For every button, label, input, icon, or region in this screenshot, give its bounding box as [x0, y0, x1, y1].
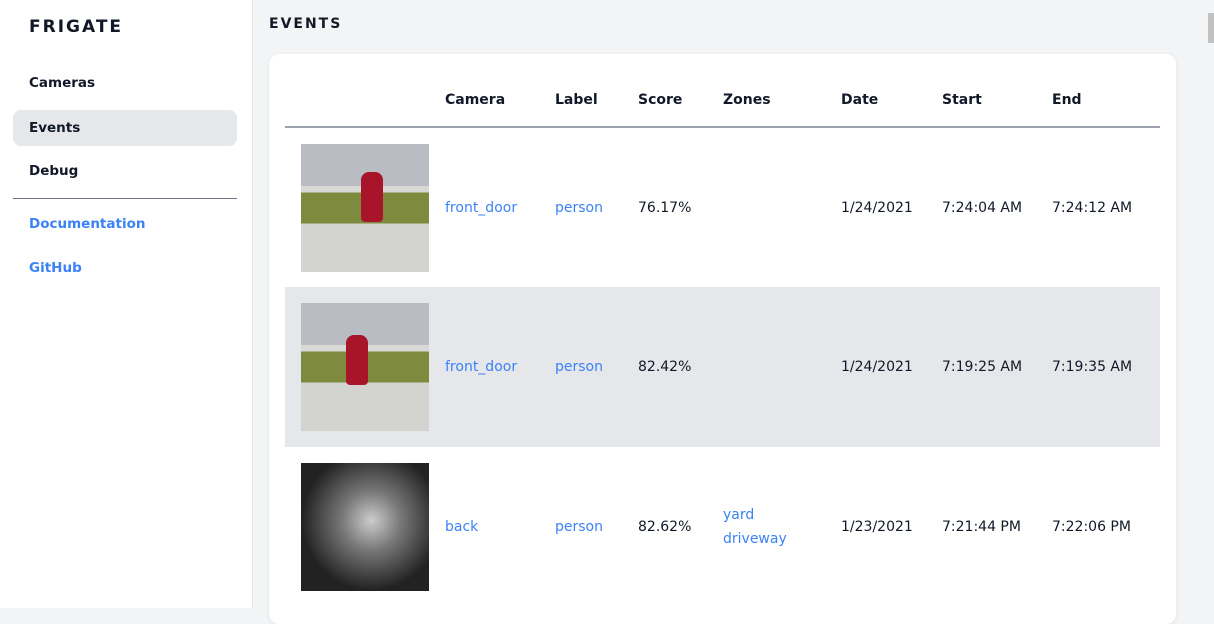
- end-time: 7:19:35 AM: [1052, 287, 1160, 447]
- sidebar: FRIGATE Cameras Events Debug Documentati…: [0, 0, 253, 608]
- table-row[interactable]: front_door person 76.17% 1/24/2021 7:24:…: [285, 127, 1160, 287]
- link-github[interactable]: GitHub: [29, 260, 82, 276]
- zone-link[interactable]: driveway: [723, 531, 787, 547]
- header-thumbnail: [285, 74, 445, 128]
- start-time: 7:21:44 PM: [942, 519, 1021, 535]
- scrollbar[interactable]: [1207, 0, 1214, 608]
- header-start: Start: [942, 74, 1052, 128]
- table-row[interactable]: front_door person 82.42% 1/24/2021 7:19:…: [285, 287, 1160, 447]
- end-time: 7:22:06 PM: [1052, 519, 1131, 535]
- header-score: Score: [638, 74, 723, 128]
- end-time: 7:24:12 AM: [1052, 199, 1133, 216]
- label-link[interactable]: person: [555, 199, 603, 216]
- camera-link[interactable]: front_door: [445, 287, 555, 447]
- date: 1/23/2021: [841, 519, 913, 535]
- header-zones: Zones: [723, 74, 841, 128]
- event-thumbnail[interactable]: [301, 303, 429, 431]
- table-row[interactable]: back person 82.62% yard driveway 1/23/202…: [285, 447, 1160, 607]
- score: 82.42%: [638, 287, 723, 447]
- link-documentation[interactable]: Documentation: [29, 216, 146, 232]
- header-end: End: [1052, 74, 1160, 128]
- camera-link[interactable]: back: [445, 519, 479, 535]
- header-date: Date: [841, 74, 942, 128]
- sidebar-item-cameras[interactable]: Cameras: [29, 75, 96, 91]
- event-thumbnail[interactable]: [301, 143, 429, 272]
- zones: [723, 287, 841, 447]
- start-time: 7:19:25 AM: [942, 287, 1052, 447]
- sidebar-item-debug[interactable]: Debug: [29, 163, 79, 179]
- date: 1/24/2021: [841, 287, 942, 447]
- page-title: EVENTS: [269, 16, 343, 32]
- divider: [13, 198, 237, 199]
- event-thumbnail[interactable]: [301, 463, 429, 591]
- camera-link[interactable]: front_door: [445, 199, 518, 216]
- sidebar-item-events[interactable]: Events: [13, 110, 237, 146]
- zone-link[interactable]: yard: [723, 507, 755, 523]
- start-time: 7:24:04 AM: [942, 199, 1023, 216]
- header-camera: Camera: [445, 74, 555, 128]
- score: 76.17%: [638, 199, 692, 216]
- label-link[interactable]: person: [555, 519, 603, 535]
- brand-logo: FRIGATE: [29, 17, 124, 37]
- events-table: Camera Label Score Zones Date Start End …: [285, 74, 1160, 607]
- zones: [723, 127, 841, 287]
- zones: yard driveway: [723, 447, 841, 607]
- scrollbar-thumb[interactable]: [1208, 13, 1214, 43]
- date: 1/24/2021: [841, 199, 913, 216]
- score: 82.62%: [638, 519, 692, 535]
- header-label: Label: [555, 74, 638, 128]
- events-card: Camera Label Score Zones Date Start End …: [269, 54, 1176, 624]
- label-link[interactable]: person: [555, 287, 638, 447]
